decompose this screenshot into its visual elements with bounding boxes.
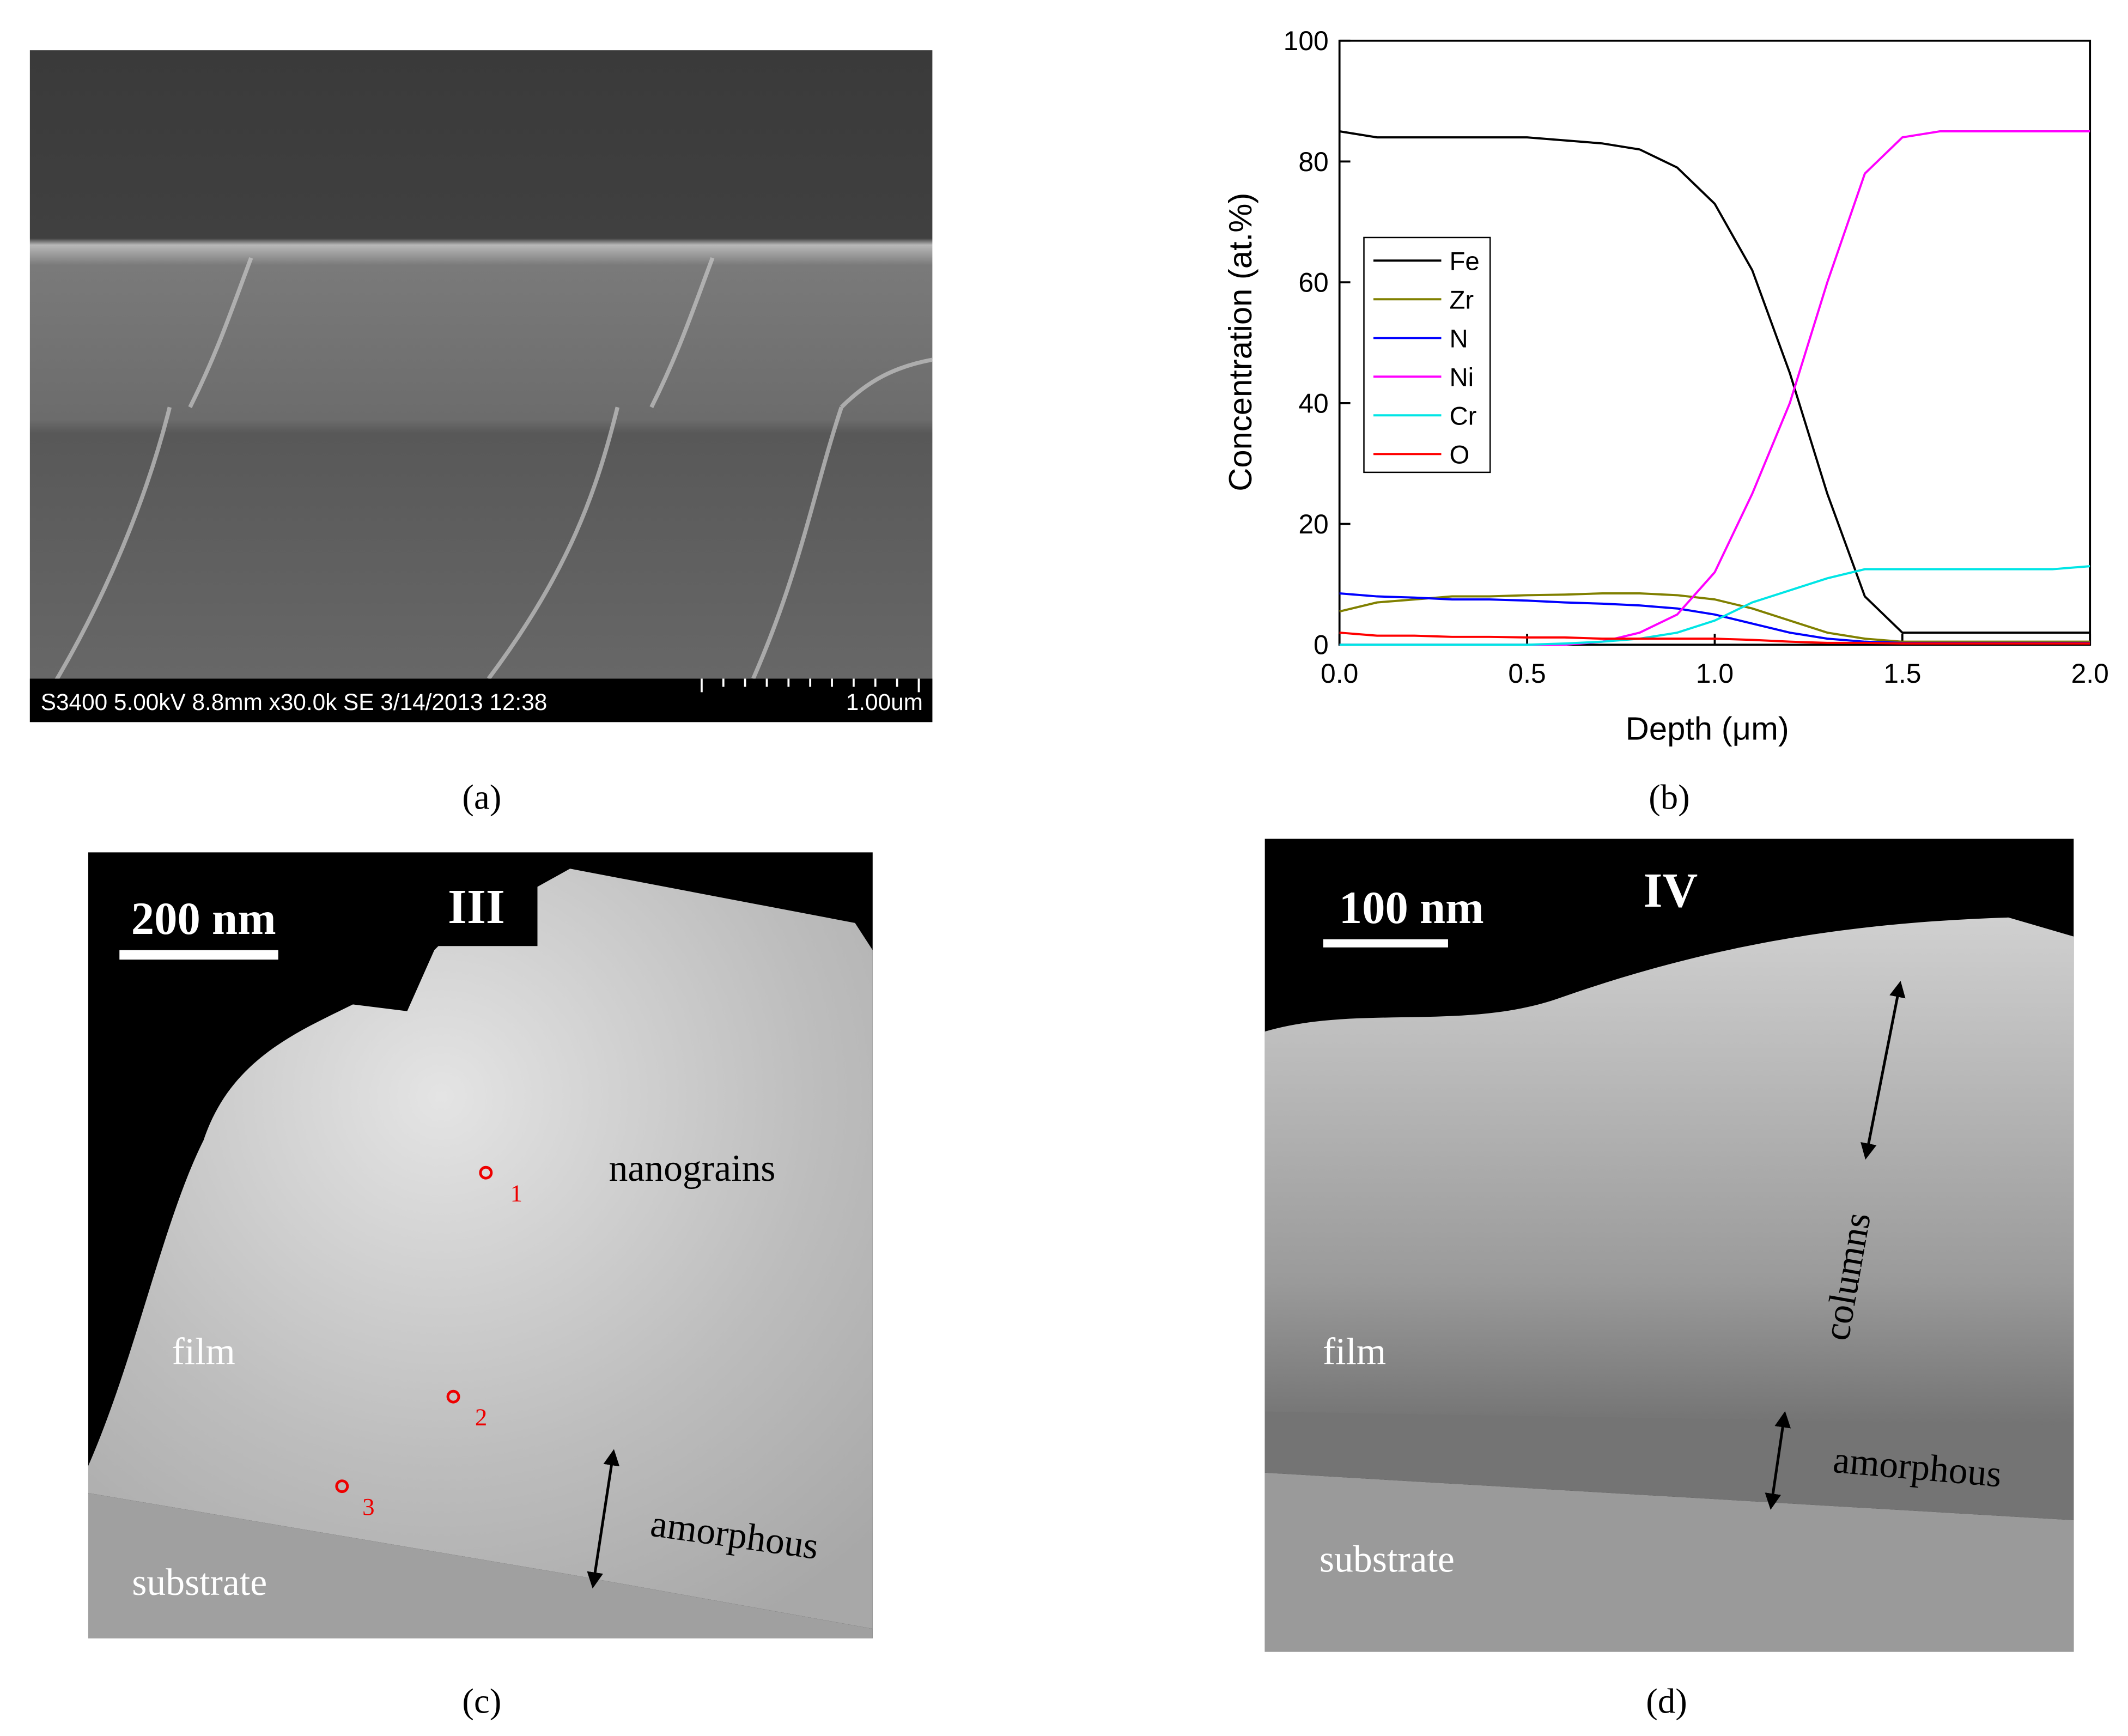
- annotation: film: [1323, 1331, 1386, 1373]
- legend-label: Ni: [1449, 363, 1474, 392]
- annotation: nanograins: [609, 1148, 775, 1189]
- y-tick-label: 20: [1298, 509, 1328, 539]
- x-tick-label: 0.0: [1321, 658, 1358, 689]
- scale-ticks: [701, 678, 920, 693]
- y-axis-label: Concentration (at.%): [1222, 193, 1258, 491]
- info-bar: [29, 678, 933, 723]
- point-marker: [479, 1166, 493, 1180]
- point-label: 2: [475, 1404, 487, 1431]
- legend-label: O: [1449, 441, 1469, 470]
- y-tick-label: 80: [1298, 147, 1328, 177]
- annotation: substrate: [132, 1562, 267, 1604]
- point-label: 3: [362, 1493, 374, 1520]
- caption: (a): [462, 778, 501, 817]
- sem-info: S3400 5.00kV 8.8mm x30.0k SE 3/14/2013 1…: [41, 689, 548, 715]
- x-tick-label: 2.0: [2071, 658, 2109, 689]
- x-tick-label: 1.0: [1696, 658, 1734, 689]
- point-marker: [335, 1479, 349, 1494]
- label-box: [415, 870, 538, 946]
- plot-frame: [1338, 39, 2091, 646]
- x-axis-label: Depth (μm): [1626, 711, 1789, 747]
- arrow: [587, 1449, 620, 1589]
- scale-label: 200 nm: [131, 894, 276, 944]
- series-line: [1339, 592, 2090, 643]
- caption: (b): [1649, 778, 1689, 817]
- scale-label: 100 nm: [1339, 883, 1484, 933]
- caption: (c): [462, 1682, 501, 1721]
- annotation: film: [172, 1331, 235, 1373]
- panel-d: IV 100 nm columns film amorphous substra…: [1264, 839, 2074, 1721]
- scale-bar: [119, 950, 278, 960]
- series-line: [1339, 632, 2090, 645]
- series-line: [1339, 130, 2090, 634]
- y-tick-label: 40: [1298, 388, 1328, 418]
- label-box: [1609, 855, 1732, 931]
- scale-label: 1.00um: [846, 689, 923, 715]
- panel-b: Depth (μm) Concentration (at.%) (b) 0.0 0…: [1222, 26, 2109, 817]
- y-tick-label: 100: [1284, 26, 1329, 56]
- scale-bar: [1323, 939, 1448, 948]
- arrow: [1861, 981, 1906, 1160]
- legend-label: Cr: [1449, 402, 1476, 431]
- legend-label: N: [1449, 325, 1468, 354]
- film: [88, 869, 873, 1629]
- amorphous-layer: [1264, 1411, 2074, 1520]
- legend-box: [1363, 236, 1491, 474]
- y-tick-label: 60: [1298, 268, 1328, 298]
- panel-label: IV: [1644, 864, 1698, 918]
- arrow: [1765, 1411, 1791, 1510]
- panel-a: S3400 5.00kV 8.8mm x30.0k SE 3/14/2013 1…: [29, 50, 933, 817]
- legend-label: Fe: [1449, 247, 1479, 276]
- annotation: substrate: [1320, 1539, 1455, 1581]
- x-tick-label: 0.5: [1508, 658, 1546, 689]
- x-tick-label: 1.5: [1883, 658, 1921, 689]
- panel-label: III: [448, 880, 505, 934]
- sem-image: [29, 50, 933, 723]
- y-tick-label: 0: [1314, 630, 1329, 660]
- substrate: [1264, 1472, 2074, 1652]
- grain-boundaries: [39, 257, 933, 707]
- series-line: [1339, 565, 2090, 646]
- panel-c: III 200 nm nanograins film substrate amo…: [88, 852, 873, 1721]
- substrate: [88, 1493, 873, 1638]
- legend-label: Zr: [1449, 286, 1474, 315]
- caption: (d): [1646, 1682, 1687, 1721]
- point-label: 1: [510, 1180, 522, 1207]
- point-marker: [446, 1389, 460, 1404]
